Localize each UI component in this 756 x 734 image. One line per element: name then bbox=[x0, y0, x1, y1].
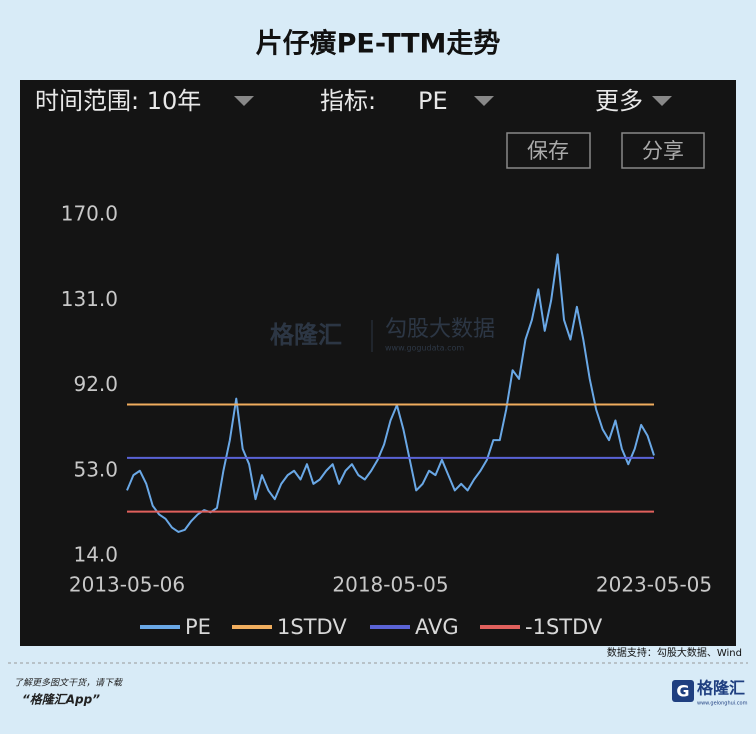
logo-text: 格隆汇 bbox=[697, 679, 745, 698]
range-label: 时间范围: 10年 bbox=[35, 87, 201, 115]
share-button[interactable]: 分享 bbox=[621, 132, 705, 169]
watermark-brand: 格隆汇 bbox=[270, 321, 342, 349]
x-tick-label: 2023-05-05 bbox=[596, 573, 712, 597]
page-title: 片仔癀PE-TTM走势 bbox=[256, 29, 501, 60]
button-label: 保存 bbox=[527, 139, 569, 163]
y-tick-label: 131.0 bbox=[61, 287, 118, 311]
metric-label: 指标: bbox=[320, 87, 376, 115]
watermark-partner: 勾股大数据 bbox=[385, 317, 495, 342]
plot: 14.0 53.0 92.0 131.0 170.0 2013-05-06 2018-05-… bbox=[61, 202, 712, 640]
legend-label: AVG bbox=[415, 615, 459, 639]
button-frame bbox=[506, 132, 591, 169]
footer-app: “格隆汇App” bbox=[22, 693, 100, 707]
legend-label: PE bbox=[185, 615, 211, 639]
button-frame bbox=[621, 132, 705, 169]
y-tick-label: 14.0 bbox=[73, 543, 118, 567]
y-tick-label: 53.0 bbox=[73, 457, 118, 481]
y-tick-label: 170.0 bbox=[61, 202, 118, 226]
pe-line bbox=[126, 253, 655, 533]
watermark: 格隆汇 勾股大数据 www.gogudata.com bbox=[270, 317, 495, 353]
metric-dropdown[interactable]: 指标: PE bbox=[320, 87, 494, 115]
x-tick-label: 2018-05-05 bbox=[332, 573, 448, 597]
logo-icon bbox=[672, 680, 694, 702]
legend-label: -1STDV bbox=[525, 615, 603, 639]
metric-value: PE bbox=[418, 87, 448, 115]
save-button[interactable]: 保存 bbox=[506, 132, 591, 169]
x-tick-label: 2013-05-06 bbox=[69, 573, 185, 597]
button-label: 分享 bbox=[642, 139, 684, 163]
more-label: 更多 bbox=[595, 87, 643, 115]
y-tick-label: 92.0 bbox=[73, 372, 118, 396]
source-note: 数据支持：勾股大数据、Wind bbox=[607, 646, 742, 659]
dropdown-arrow bbox=[474, 96, 494, 106]
chart-panel bbox=[20, 80, 736, 646]
footer-logo: G 格隆汇 www.gelonghui.com bbox=[672, 679, 748, 707]
logo-glyph: G bbox=[676, 682, 689, 701]
watermark-url: www.gogudata.com bbox=[385, 344, 464, 353]
range-dropdown[interactable]: 时间范围: 10年 bbox=[35, 87, 254, 115]
dropdown-arrow bbox=[234, 96, 254, 106]
logo-url: www.gelonghui.com bbox=[697, 701, 748, 707]
footer-prompt: 了解更多图文干货，请下载 bbox=[14, 678, 123, 689]
legend-label: 1STDV bbox=[277, 615, 347, 639]
dropdown-arrow bbox=[652, 96, 672, 106]
more-dropdown[interactable]: 更多 bbox=[595, 87, 672, 115]
